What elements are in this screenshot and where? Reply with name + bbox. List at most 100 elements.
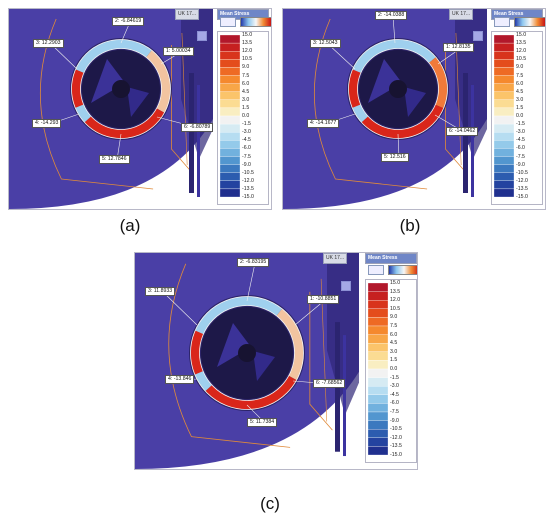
- view-marker-square: [473, 31, 483, 41]
- legend-band: [494, 51, 514, 60]
- legend-tick: 7.5: [516, 72, 524, 79]
- legend-tick: 3.0: [390, 348, 398, 355]
- palette-dropdown-button[interactable]: [368, 265, 384, 275]
- view-marker-square: [197, 31, 207, 41]
- legend-band: [368, 377, 388, 387]
- legend-tick: 3.0: [516, 96, 524, 103]
- legend-band: [494, 164, 514, 173]
- legend-tick: -4.5: [516, 137, 525, 144]
- legend-band: [368, 368, 388, 378]
- legend-band: [494, 132, 514, 141]
- legend-tick: 9.0: [516, 64, 524, 71]
- legend-band: [220, 107, 240, 117]
- legend-band: [494, 42, 514, 52]
- legend-band: [494, 180, 514, 190]
- leader-line: [162, 291, 198, 326]
- probe-label: 5: 12.516: [381, 153, 409, 162]
- legend-band: [220, 75, 240, 84]
- legend-title: Mean Stress: [365, 253, 417, 264]
- legend-tick: -4.5: [390, 391, 399, 398]
- legend-band: [368, 446, 388, 456]
- probe-label: 6: -6.80789: [181, 123, 214, 132]
- legend-band: [368, 308, 388, 318]
- legend-band: [220, 156, 240, 165]
- legend-tick: -1.5: [242, 121, 251, 128]
- legend-band: [220, 164, 240, 173]
- colormap-preview[interactable]: [514, 17, 545, 27]
- legend-band: [220, 123, 240, 133]
- legend-tick: 6.0: [242, 80, 250, 87]
- legend-tick: 4.5: [516, 88, 524, 95]
- legend-band: [494, 67, 514, 76]
- legend-tick: 13.5: [390, 288, 401, 295]
- legend-tick: -10.5: [390, 426, 402, 433]
- legend-band: [494, 148, 514, 157]
- probe-label: 3: 12.5043: [310, 39, 341, 48]
- probe-label: 4: -14.293: [32, 119, 62, 128]
- legend-band: [220, 83, 240, 92]
- stress-legend: 15.0 13.5 12.0 10.5 9.0 7.5 6.0 4.5 3.0 1.5 0.0 -1.…: [217, 17, 271, 205]
- legend-band: [494, 99, 514, 109]
- legend-tick: -9.0: [516, 161, 525, 168]
- legend-tick: -13.5: [516, 185, 528, 192]
- panel-b-fea-drawing: [283, 9, 487, 209]
- legend-band: [368, 343, 388, 352]
- legend-tick: -9.0: [390, 417, 399, 424]
- legend-tick: 12.0: [242, 48, 253, 55]
- legend-band: [368, 300, 388, 309]
- legend-tick: 6.0: [390, 331, 398, 338]
- legend-tick: -6.0: [516, 145, 525, 152]
- legend-tick: -15.0: [242, 194, 254, 200]
- legend-color-bar: [494, 35, 514, 198]
- view-label[interactable]: UK 17...: [175, 9, 200, 20]
- caption-a: (a): [119, 216, 141, 235]
- legend-band: [368, 283, 388, 292]
- caption-b: (b): [399, 216, 421, 235]
- view-label[interactable]: UK 17...: [323, 253, 348, 264]
- legend-tick: 10.5: [516, 56, 527, 63]
- legend-band: [220, 180, 240, 190]
- legend-tick: 12.0: [516, 48, 527, 55]
- palette-dropdown-button[interactable]: [494, 17, 510, 27]
- legend-tick: 4.5: [242, 88, 250, 95]
- legend-tick: 6.0: [516, 80, 524, 87]
- colormap-preview[interactable]: [388, 265, 417, 275]
- legend-tick: 7.5: [242, 72, 250, 79]
- legend-tick: 10.5: [242, 56, 253, 63]
- legend-band: [368, 351, 388, 361]
- legend-tick: 3.0: [242, 96, 250, 103]
- legend-tick: 13.5: [516, 40, 527, 47]
- legend-tick: -12.0: [516, 177, 528, 184]
- legend-band: [494, 123, 514, 133]
- probe-label: 1: 5.00034: [163, 47, 194, 56]
- legend-tick: 15.0: [242, 32, 253, 38]
- legend-tick: 1.5: [390, 357, 398, 364]
- legend-tick: -6.0: [242, 145, 251, 152]
- legend-tick: 12.0: [390, 297, 401, 304]
- palette-dropdown-button[interactable]: [220, 17, 236, 27]
- legend-tick: -12.0: [242, 177, 254, 184]
- legend-tick: 0.0: [390, 366, 398, 372]
- caption-c: (c): [260, 494, 280, 513]
- legend-band: [220, 35, 240, 44]
- legend-tick: -10.5: [516, 169, 528, 176]
- legend-tick: 9.0: [242, 64, 250, 71]
- legend-band: [368, 325, 388, 335]
- legend-tick: -1.5: [390, 374, 399, 381]
- legend-tick: -13.5: [242, 185, 254, 192]
- probe-label: 2: -6.83195: [237, 258, 270, 267]
- legend-tick: -7.5: [242, 153, 251, 160]
- legend-band: [220, 51, 240, 60]
- leader-line: [50, 43, 78, 70]
- probe-label: 4: -14.1677: [307, 119, 340, 128]
- legend-band: [220, 132, 240, 141]
- legend-band: [494, 156, 514, 165]
- legend-band: [220, 99, 240, 109]
- legend-band: [220, 59, 240, 68]
- legend-tick: 0.0: [516, 113, 524, 119]
- view-label[interactable]: UK 17...: [449, 9, 474, 20]
- legend-band: [368, 411, 388, 421]
- legend-band: [368, 394, 388, 404]
- probe-label: 3: 12.2903: [33, 39, 64, 48]
- colormap-preview[interactable]: [240, 17, 271, 27]
